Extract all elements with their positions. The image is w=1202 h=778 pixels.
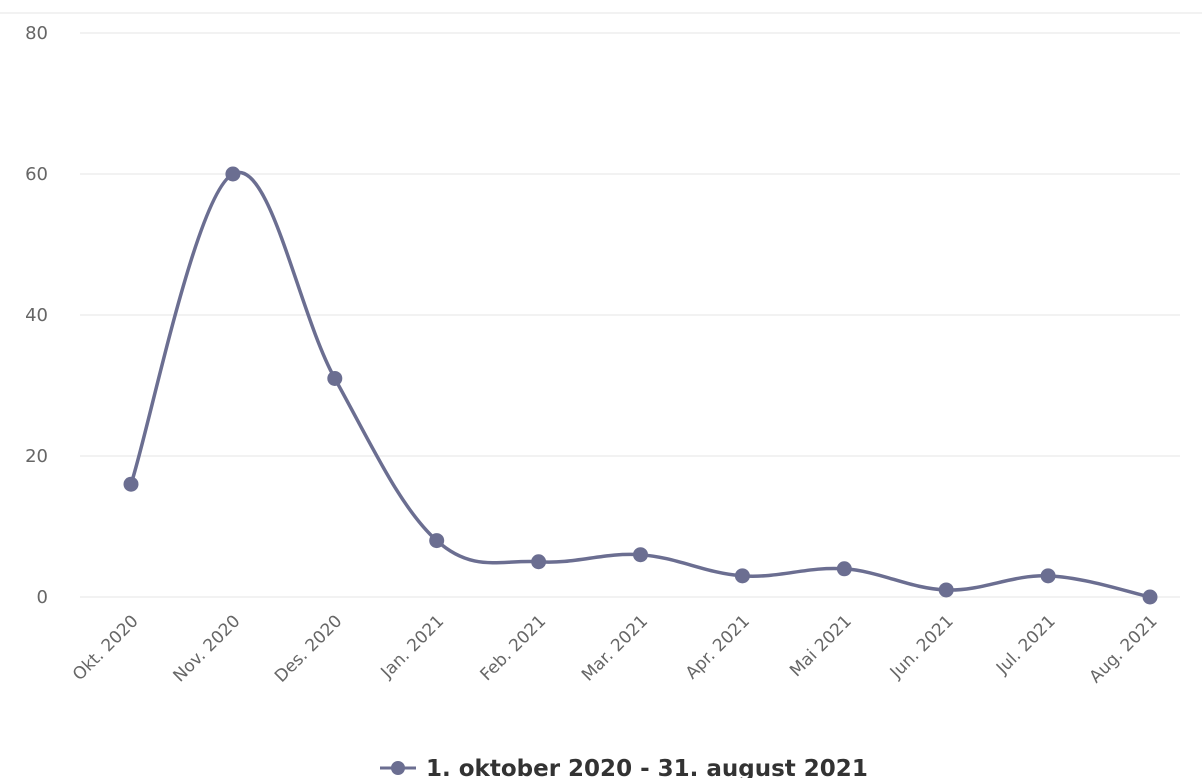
y-tick-label: 0 (37, 587, 48, 608)
x-tick-label: Feb. 2021 (476, 611, 550, 685)
y-tick-label: 80 (25, 23, 48, 44)
data-point-jan-2021[interactable] (429, 533, 445, 549)
x-tick-label: Jun. 2021 (886, 611, 958, 683)
y-axis-tick-labels: 0 20 40 60 80 (25, 23, 48, 608)
y-tick-label: 60 (25, 164, 48, 185)
y-tick-label: 40 (25, 305, 48, 326)
x-tick-label: Mar. 2021 (578, 611, 652, 685)
x-tick-label: Aug. 2021 (1086, 611, 1162, 687)
data-point-feb-2021[interactable] (531, 554, 547, 570)
data-point-jun-2021[interactable] (938, 582, 954, 598)
data-point-mai-2021[interactable] (836, 561, 852, 577)
x-axis-tick-labels: Okt. 2020 Nov. 2020 Des. 2020 Jan. 2021 Feb.… (69, 611, 1162, 687)
data-point-apr-2021[interactable] (734, 568, 750, 584)
x-tick-label: Apr. 2021 (682, 611, 754, 683)
data-point-aug-2021[interactable] (1142, 589, 1158, 605)
data-point-des-2020[interactable] (327, 370, 343, 386)
legend-label: 1. oktober 2020 - 31. august 2021 (426, 756, 868, 778)
data-point-mar-2021[interactable] (633, 547, 648, 563)
y-tick-label: 20 (25, 446, 48, 467)
data-point-nov-2020[interactable] (225, 166, 241, 182)
series-layer (123, 166, 1158, 605)
x-tick-label: Jul. 2021 (992, 611, 1060, 679)
x-tick-label: Jan. 2021 (377, 611, 449, 683)
legend[interactable]: 1. oktober 2020 - 31. august 2021 (380, 756, 868, 778)
legend-dot-marker (391, 761, 405, 775)
x-tick-label: Nov. 2020 (170, 611, 245, 686)
data-point-okt-2020[interactable] (123, 476, 139, 492)
x-tick-label: Des. 2020 (271, 611, 346, 686)
data-point-jul-2021[interactable] (1040, 568, 1056, 584)
x-tick-label: Mai 2021 (786, 611, 856, 681)
x-tick-label: Okt. 2020 (69, 611, 143, 685)
series-line (129, 170, 1152, 599)
grid-lines (80, 32, 1180, 598)
